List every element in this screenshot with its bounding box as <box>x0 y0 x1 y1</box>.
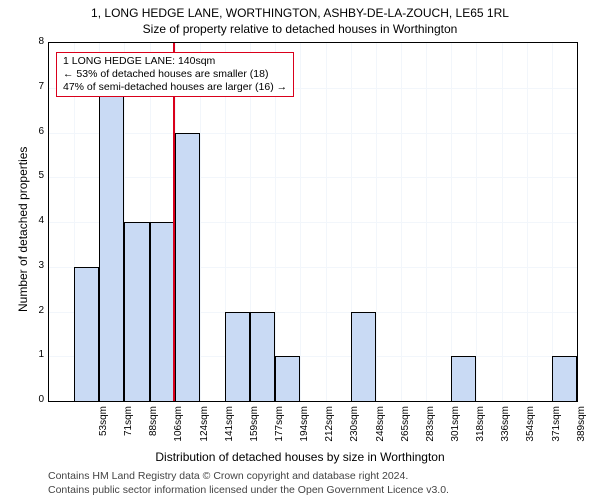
histogram-bar <box>552 356 577 401</box>
gridline-v <box>476 43 477 401</box>
annotation-line1: 1 LONG HEDGE LANE: 140sqm <box>63 55 287 68</box>
x-tick-label: 336sqm <box>500 406 511 450</box>
x-tick-label: 301sqm <box>450 406 461 450</box>
x-tick-label: 194sqm <box>299 406 310 450</box>
gridline-h <box>49 177 577 178</box>
gridline-v <box>376 43 377 401</box>
histogram-bar <box>150 222 175 401</box>
footer-line1: Contains HM Land Registry data © Crown c… <box>48 470 408 482</box>
histogram-bar <box>225 312 250 402</box>
x-tick-label: 141sqm <box>224 406 235 450</box>
x-tick-label: 71sqm <box>123 406 134 450</box>
y-tick-label: 7 <box>30 81 44 92</box>
x-tick-label: 283sqm <box>425 406 436 450</box>
histogram-bar <box>124 222 149 401</box>
y-tick-label: 3 <box>30 260 44 271</box>
footer-line2: Contains public sector information licen… <box>48 484 449 496</box>
histogram-bar <box>351 312 376 402</box>
chart-title-line2: Size of property relative to detached ho… <box>0 22 600 36</box>
x-tick-label: 177sqm <box>274 406 285 450</box>
annotation-line3: 47% of semi-detached houses are larger (… <box>63 81 287 94</box>
x-tick-label: 248sqm <box>375 406 386 450</box>
y-tick-label: 6 <box>30 126 44 137</box>
x-tick-label: 371sqm <box>551 406 562 450</box>
histogram-bar <box>451 356 476 401</box>
y-axis-label: Number of detached properties <box>16 147 30 312</box>
figure: 1, LONG HEDGE LANE, WORTHINGTON, ASHBY-D… <box>0 0 600 500</box>
x-tick-label: 88sqm <box>148 406 159 450</box>
x-tick-label: 318sqm <box>475 406 486 450</box>
y-tick-label: 4 <box>30 215 44 226</box>
x-tick-label: 265sqm <box>400 406 411 450</box>
histogram-bar <box>175 133 200 402</box>
annotation-line2: ← 53% of detached houses are smaller (18… <box>63 68 287 81</box>
gridline-v <box>451 43 452 401</box>
histogram-bar <box>275 356 300 401</box>
y-tick-label: 1 <box>30 349 44 360</box>
gridline-v <box>300 43 301 401</box>
chart-title-line1: 1, LONG HEDGE LANE, WORTHINGTON, ASHBY-D… <box>0 6 600 20</box>
x-tick-label: 124sqm <box>199 406 210 450</box>
annotation-box: 1 LONG HEDGE LANE: 140sqm ← 53% of detac… <box>56 52 294 97</box>
x-tick-label: 212sqm <box>324 406 335 450</box>
histogram-bar <box>74 267 99 401</box>
y-tick-label: 2 <box>30 305 44 316</box>
y-tick-label: 0 <box>30 394 44 405</box>
gridline-v <box>426 43 427 401</box>
x-tick-label: 230sqm <box>349 406 360 450</box>
y-tick-label: 5 <box>30 170 44 181</box>
x-tick-label: 389sqm <box>576 406 587 450</box>
gridline-h <box>49 133 577 134</box>
histogram-bar <box>99 88 124 401</box>
gridline-v <box>326 43 327 401</box>
x-tick-label: 53sqm <box>98 406 109 450</box>
gridline-v <box>552 43 553 401</box>
x-axis-label: Distribution of detached houses by size … <box>0 450 600 464</box>
histogram-bar <box>250 312 275 402</box>
gridline-v <box>401 43 402 401</box>
gridline-v <box>502 43 503 401</box>
y-tick-label: 8 <box>30 36 44 47</box>
gridline-v <box>527 43 528 401</box>
x-tick-label: 159sqm <box>249 406 260 450</box>
x-tick-label: 354sqm <box>525 406 536 450</box>
x-tick-label: 106sqm <box>173 406 184 450</box>
